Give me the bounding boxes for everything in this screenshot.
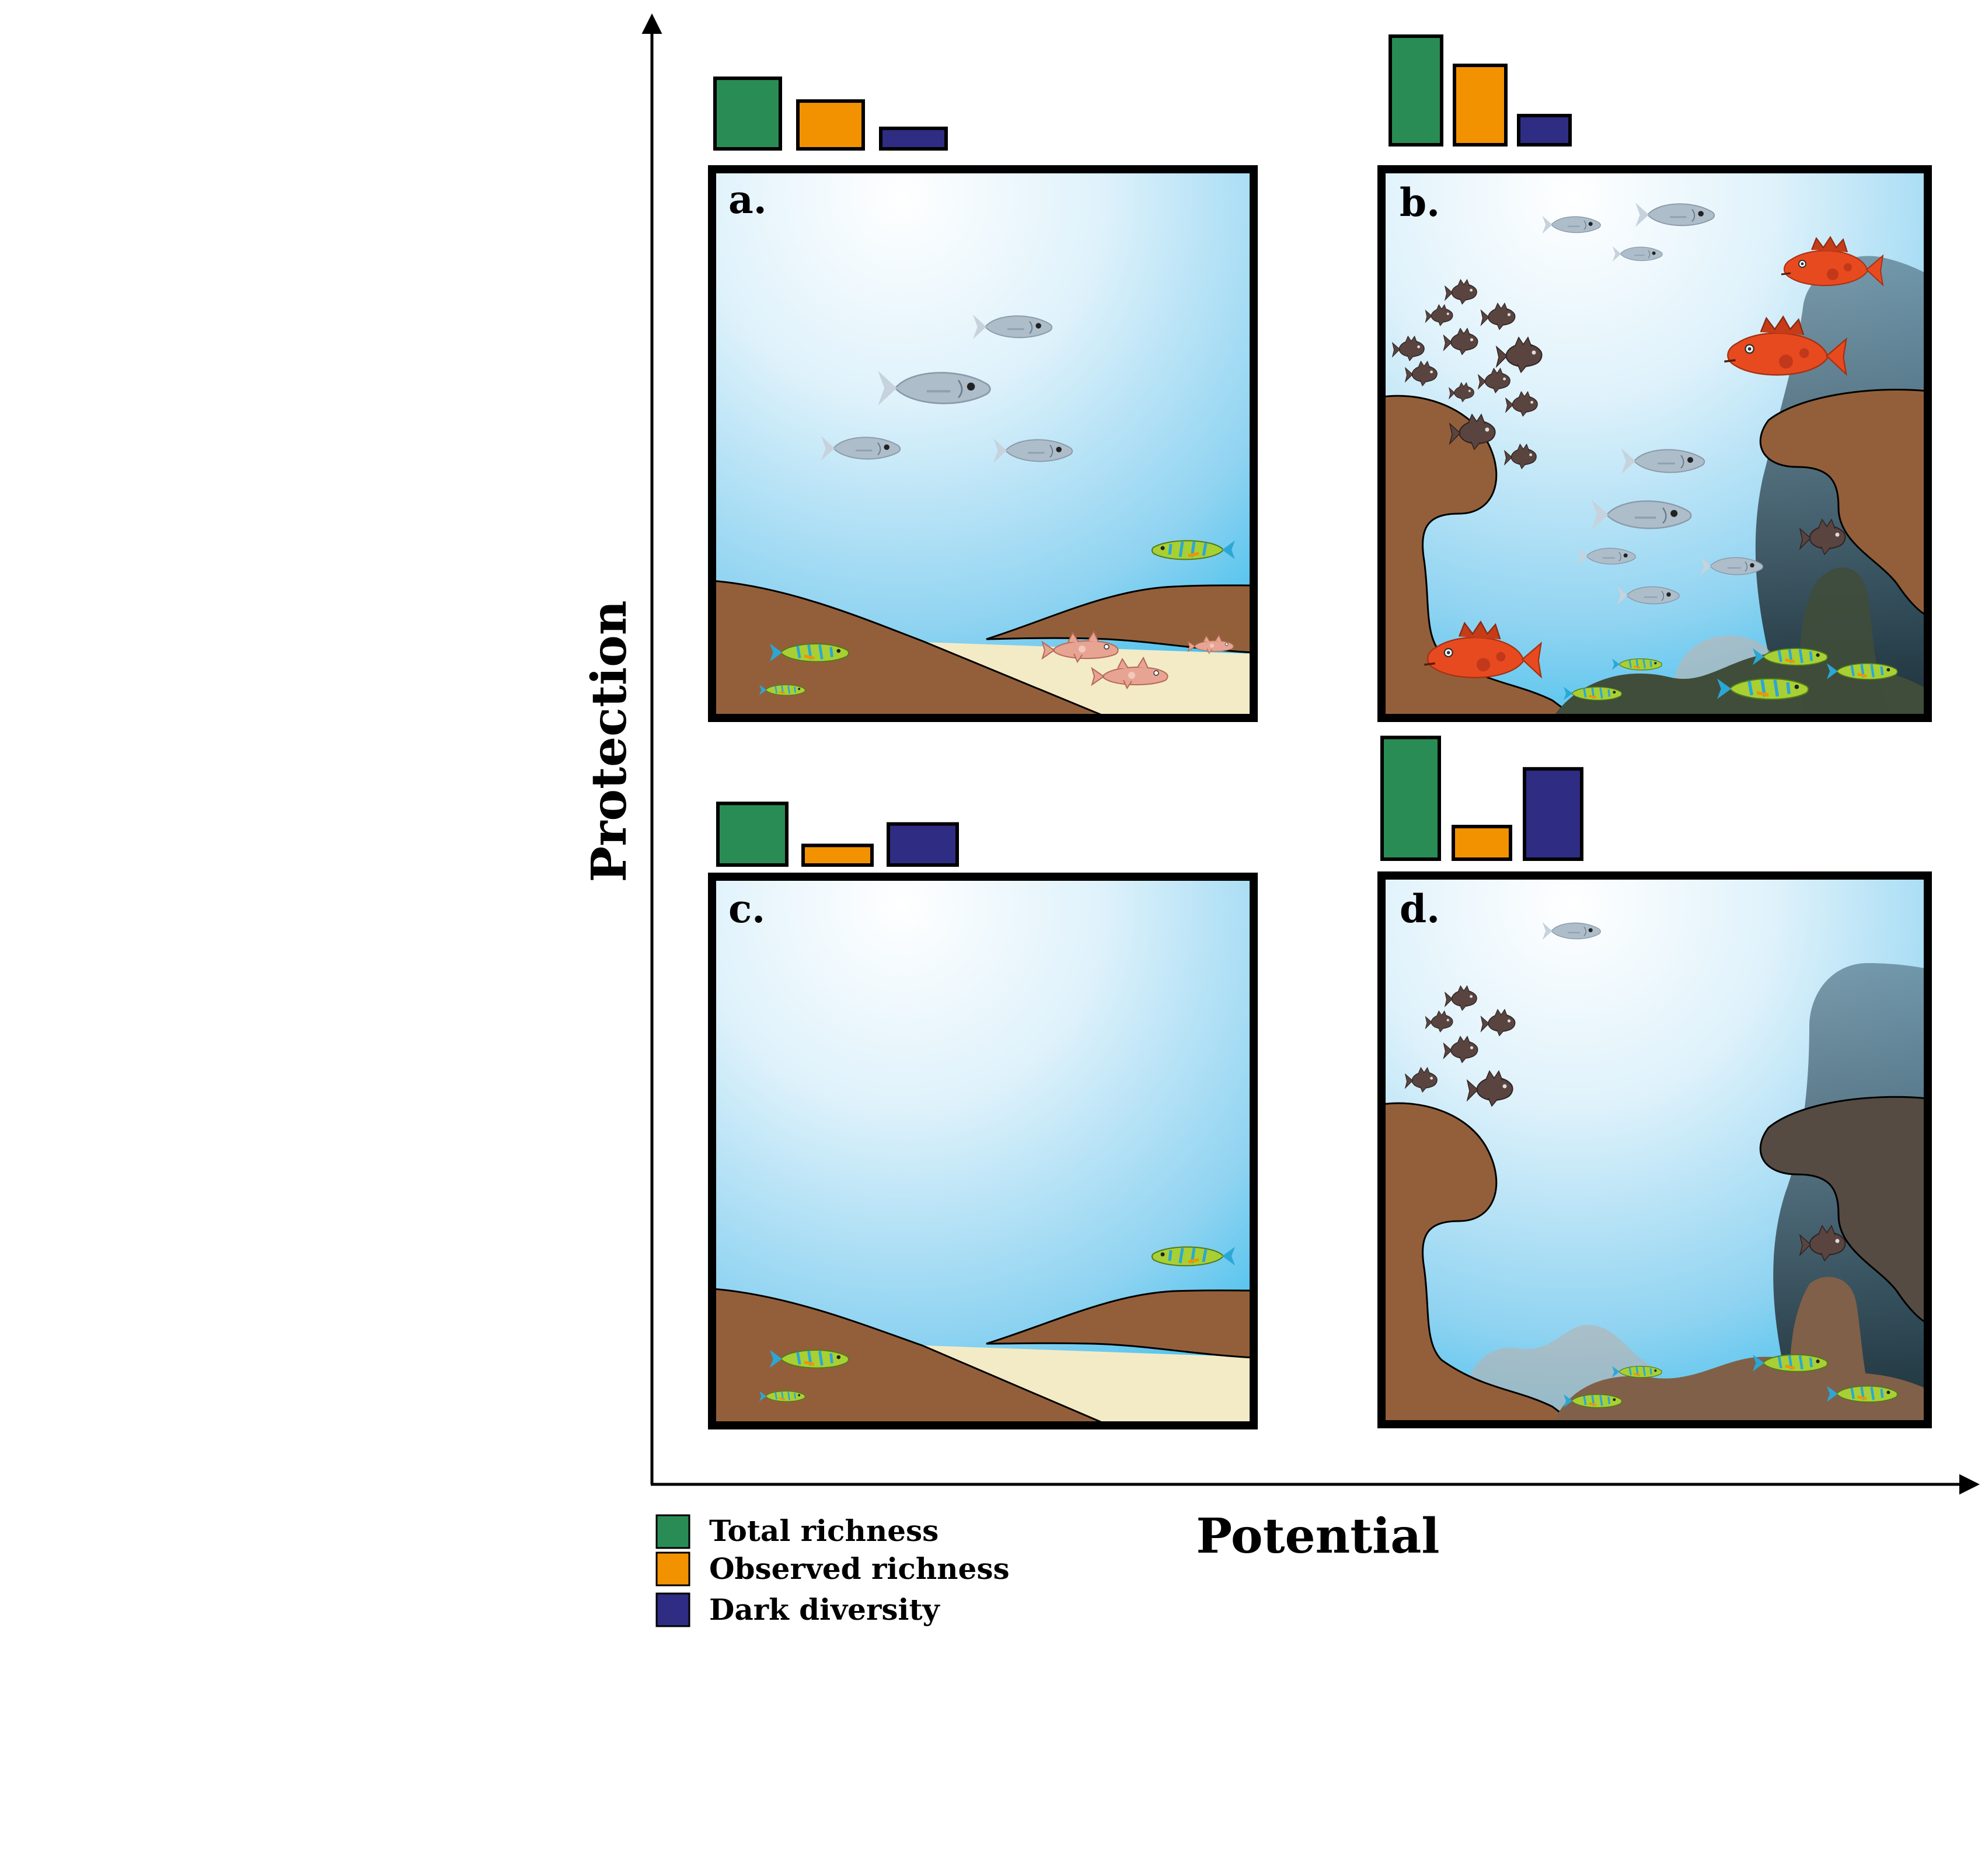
panel-frame bbox=[708, 165, 1258, 722]
panel-frame bbox=[1377, 165, 1932, 722]
seabed-rock-left bbox=[712, 580, 1110, 718]
bar-observed-richness-a bbox=[796, 99, 865, 151]
richness-bars bbox=[713, 34, 1583, 867]
bar-total-richness-d bbox=[1380, 735, 1441, 861]
y-axis-label: Protection bbox=[581, 601, 637, 883]
panel-frame bbox=[708, 873, 1258, 1429]
legend-swatch bbox=[655, 1551, 690, 1586]
panel-label: b. bbox=[1400, 180, 1440, 225]
panel-a: a. bbox=[708, 165, 1258, 722]
reef-rock-left bbox=[1382, 1102, 1578, 1424]
legend-item-dark-diversity: Dark diversity bbox=[655, 1592, 941, 1627]
bar-observed-richness-d bbox=[1452, 825, 1512, 861]
bar-observed-richness-c bbox=[801, 843, 874, 867]
panel-frame bbox=[1377, 871, 1932, 1428]
bar-total-richness-b bbox=[1389, 34, 1443, 147]
bar-dark-diversity-c bbox=[887, 822, 959, 867]
bar-observed-richness-b bbox=[1453, 64, 1508, 147]
bar-dark-diversity-d bbox=[1523, 767, 1583, 861]
legend-item-total-richness: Total richness bbox=[655, 1514, 939, 1549]
legend-label: Total richness bbox=[709, 1514, 939, 1548]
legend-label: Observed richness bbox=[709, 1551, 1010, 1586]
x-axis-label: Potential bbox=[1196, 1508, 1439, 1564]
legend-item-observed-richness: Observed richness bbox=[655, 1551, 1010, 1586]
seabed-rock-left bbox=[712, 1288, 1110, 1425]
reef-overhang-right bbox=[1759, 388, 1928, 617]
panel-c: c. bbox=[708, 873, 1258, 1429]
bar-dark-diversity-a bbox=[879, 126, 948, 151]
panel-label: d. bbox=[1400, 886, 1440, 932]
panel-label: a. bbox=[728, 177, 767, 222]
bar-total-richness-c bbox=[716, 801, 789, 867]
reef-overhang-dead bbox=[1759, 1096, 1928, 1324]
seabed-rock-right bbox=[986, 1289, 1254, 1359]
legend-label: Dark diversity bbox=[709, 1592, 941, 1627]
legend: Total richness Observed richness Dark di… bbox=[655, 1514, 1010, 1627]
seabed-rock-right bbox=[986, 584, 1254, 654]
panel-b: b. bbox=[1377, 165, 1932, 722]
bar-dark-diversity-b bbox=[1517, 114, 1572, 147]
legend-swatch bbox=[655, 1514, 690, 1549]
panel-label: c. bbox=[728, 886, 765, 932]
algae-clump bbox=[1800, 567, 1891, 718]
panel-d: d. bbox=[1377, 871, 1932, 1428]
axes: Protection Potential bbox=[581, 13, 1980, 1564]
legend-swatch bbox=[655, 1592, 690, 1627]
bar-total-richness-a bbox=[713, 76, 782, 151]
